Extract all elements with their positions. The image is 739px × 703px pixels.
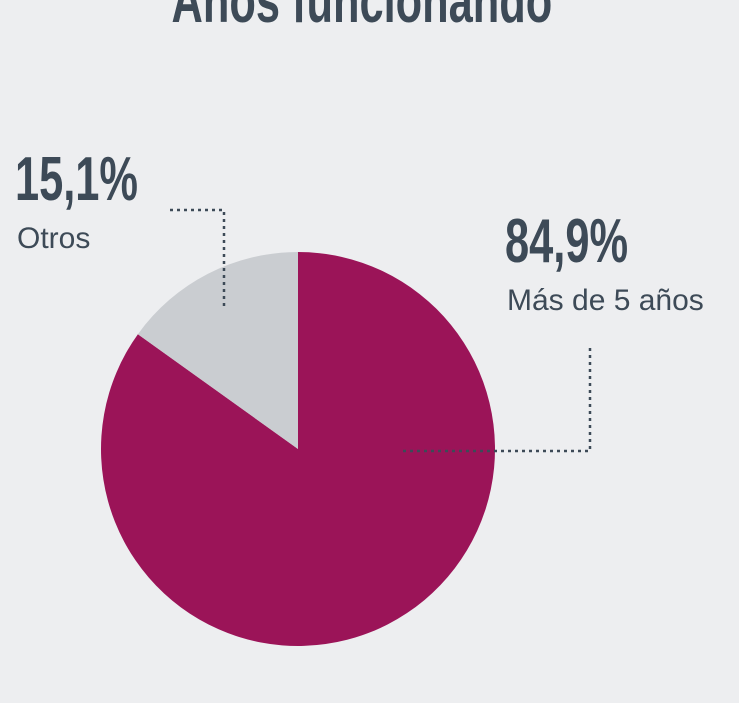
value-label: 15,1% [15, 146, 138, 214]
pie [100, 252, 495, 646]
value-label: 84,9% [505, 208, 628, 276]
category-label: Otros [17, 222, 90, 255]
category-label: Más de 5 años [507, 284, 704, 317]
chart-title: Años funcionando [171, 0, 552, 36]
pie-slice [137, 252, 298, 449]
leader-line [170, 208, 226, 310]
